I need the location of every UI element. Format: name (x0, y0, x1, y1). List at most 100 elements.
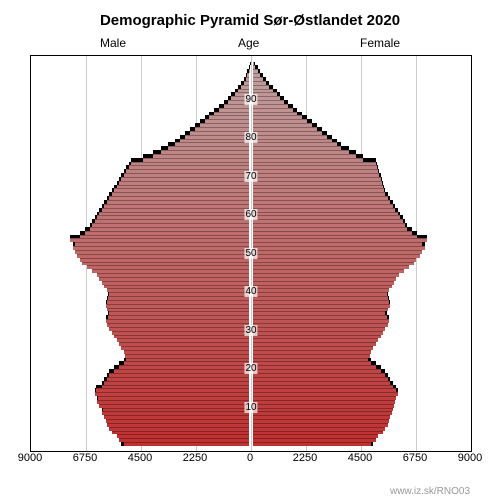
male-bar (112, 192, 249, 196)
male-bar (214, 112, 249, 116)
female-bar (253, 431, 383, 435)
female-half (251, 404, 471, 408)
male-half (31, 81, 251, 85)
male-half (31, 385, 251, 389)
female-label: Female (360, 36, 400, 50)
male-bar (108, 296, 249, 300)
bar-row (31, 388, 471, 392)
female-bar (253, 269, 404, 273)
bar-row (31, 346, 471, 350)
female-bar (253, 277, 396, 281)
bar-row (31, 158, 471, 162)
female-overflow (385, 311, 386, 315)
x-tick-label: 6750 (403, 452, 427, 464)
male-half (31, 392, 251, 396)
female-half (251, 169, 471, 173)
age-tick-label: 70 (244, 171, 257, 182)
female-bar (253, 65, 255, 69)
male-half (31, 154, 251, 158)
female-half (251, 296, 471, 300)
female-bar (253, 335, 381, 339)
male-overflow (143, 154, 153, 158)
female-bar (253, 142, 337, 146)
female-overflow (387, 292, 388, 296)
female-bar (253, 115, 302, 119)
bar-row (31, 227, 471, 231)
female-overflow (266, 81, 270, 85)
female-overflow (417, 235, 427, 239)
female-overflow (422, 242, 424, 246)
female-bar (253, 135, 327, 139)
female-overflow (263, 77, 266, 81)
male-half (31, 162, 251, 166)
bar-row (31, 385, 471, 389)
female-bar (253, 73, 260, 77)
male-half (31, 185, 251, 189)
bar-row (31, 392, 471, 396)
male-half (31, 408, 251, 412)
male-half (31, 438, 251, 442)
male-bar (161, 150, 249, 154)
female-half (251, 300, 471, 304)
female-overflow (284, 100, 288, 104)
female-half (251, 235, 471, 239)
male-half (31, 246, 251, 250)
male-half (31, 304, 251, 308)
female-bar (253, 127, 317, 131)
female-bar (253, 81, 266, 85)
female-bar (253, 438, 376, 442)
male-half (31, 115, 251, 119)
male-bar (121, 346, 249, 350)
female-bar (253, 154, 356, 158)
female-bar (253, 219, 403, 223)
female-bar (253, 327, 385, 331)
male-half (31, 365, 251, 369)
bar-row (31, 269, 471, 273)
female-bar (253, 162, 376, 166)
male-bar (106, 419, 249, 423)
male-half (31, 85, 251, 89)
bar-row (31, 427, 471, 431)
female-half (251, 104, 471, 108)
female-bar (253, 315, 387, 319)
female-half (251, 392, 471, 396)
female-half (251, 108, 471, 112)
female-bar (253, 369, 381, 373)
female-bar (253, 323, 388, 327)
bar-row (31, 438, 471, 442)
female-bar (253, 235, 417, 239)
female-bar (253, 258, 416, 262)
female-overflow (398, 212, 400, 216)
male-bar (190, 131, 249, 135)
female-half (251, 350, 471, 354)
female-bar (253, 377, 388, 381)
male-half (31, 108, 251, 112)
female-bar (253, 192, 385, 196)
male-half (31, 69, 251, 73)
bar-row (31, 162, 471, 166)
female-bar (253, 177, 381, 181)
bar-row (31, 192, 471, 196)
female-half (251, 354, 471, 358)
bar-row (31, 315, 471, 319)
bar-row (31, 69, 471, 73)
female-half (251, 338, 471, 342)
female-overflow (412, 231, 417, 235)
female-half (251, 315, 471, 319)
male-bar (119, 181, 249, 185)
x-tick-label: 9000 (18, 452, 42, 464)
chart-area: 102030405060708090 (30, 55, 472, 452)
bar-row (31, 77, 471, 81)
male-bar (96, 388, 249, 392)
female-overflow (288, 104, 293, 108)
age-tick-label: 30 (244, 325, 257, 336)
male-half (31, 292, 251, 296)
female-half (251, 65, 471, 69)
male-bar (205, 119, 249, 123)
female-bar (253, 139, 332, 143)
bar-row (31, 377, 471, 381)
female-overflow (385, 373, 387, 377)
female-overflow (327, 135, 332, 139)
male-bar (114, 369, 249, 373)
male-half (31, 285, 251, 289)
